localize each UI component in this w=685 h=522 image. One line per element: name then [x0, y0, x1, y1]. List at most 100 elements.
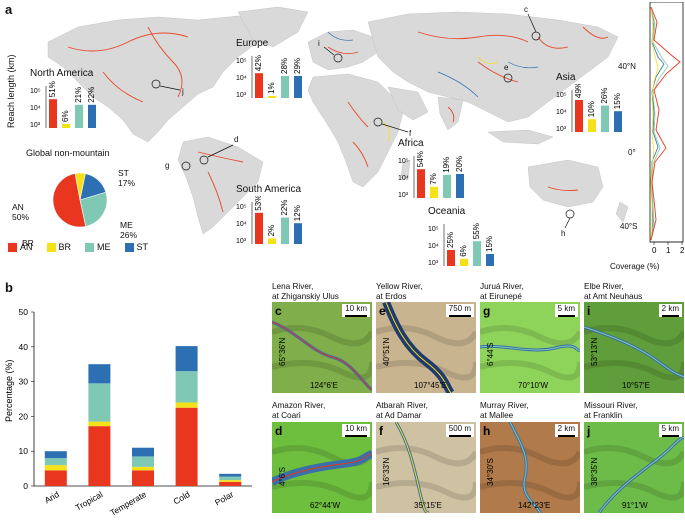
africa-shape: [307, 73, 404, 188]
legend-swatch: [46, 242, 56, 252]
lat-line-BR: [650, 6, 659, 241]
x-tick-label: Tropical: [73, 489, 104, 513]
thumb-letter: f: [379, 424, 383, 438]
x-tick-label: Arid: [43, 489, 61, 505]
region-bar-AN: [255, 212, 263, 244]
scale-bar-label: 2 km: [661, 304, 679, 313]
marker-i: [333, 53, 343, 63]
region-bar-label: 51%: [48, 81, 57, 97]
region-bar-BR: [588, 119, 596, 132]
site-markers: [151, 13, 575, 229]
bar-seg-AN: [88, 426, 111, 486]
region-bar-label: 28%: [280, 58, 289, 74]
region-bar-label: 15%: [613, 93, 622, 109]
pie-title: Global non-mountain: [26, 148, 110, 158]
scale-bar-line: [448, 315, 471, 317]
thumb-image-i: i 2 km 53°13'N 10°57'E: [584, 302, 684, 393]
australia-shape: [527, 159, 604, 208]
region-bar-label: 20%: [455, 156, 464, 172]
reach-tick: 10⁵: [236, 58, 247, 65]
region-inset: Africa 10⁵ 10⁴ 10³ 54% 7% 19% 20%: [398, 138, 478, 200]
region-bar-ST: [88, 104, 96, 128]
reach-tick: 10⁴: [236, 75, 247, 82]
bar-stacks: [44, 346, 242, 486]
region-bar-label: 2%: [267, 225, 276, 237]
thumb-letter: c: [275, 304, 282, 318]
thumb-letter: i: [587, 304, 591, 318]
latitude-profile: 0 1 2: [649, 2, 685, 255]
legend-swatch: [85, 242, 95, 252]
thumb-river: [376, 422, 476, 513]
marker-label-e: e: [504, 63, 509, 72]
region-bar-label: 22%: [87, 87, 96, 103]
region-title: Europe: [236, 38, 269, 49]
region-inset: Oceania 10⁵ 10⁴ 10³ 25% 6% 55% 15%: [428, 206, 508, 268]
legend-swatch: [124, 242, 134, 252]
pie-label-ST: 17%: [118, 178, 135, 188]
marker-j: [151, 79, 161, 89]
reach-tick: 10⁵: [556, 92, 567, 99]
lat-xtick-2: 2: [680, 246, 685, 255]
newzealand-shape: [615, 201, 629, 223]
bar-seg-ME: [44, 458, 67, 466]
thumb-lat: 6°44'S: [486, 342, 495, 366]
region-bar-label: 25%: [446, 232, 455, 248]
thumb-lat: 38°35'N: [590, 457, 599, 486]
region-bars: 10⁵ 10⁴ 10³ 42% 1% 28% 29%: [236, 55, 302, 99]
region-title: Africa: [398, 138, 424, 149]
pie-label-ME: 26%: [120, 230, 137, 240]
lat-xtick-1: 1: [666, 246, 671, 255]
region-bar-ST: [486, 254, 494, 266]
bar-seg-ST: [175, 346, 198, 372]
north-america-shape: [47, 15, 269, 143]
river-network: [67, 26, 609, 213]
thumb-lon: 10°57'E: [622, 381, 650, 390]
thumb-lat: 34°30'S: [486, 458, 495, 486]
pie-label-BR: 6%: [22, 248, 35, 250]
reach-tick: 10³: [556, 126, 567, 133]
region-bar-BR: [430, 186, 438, 198]
region-title: South America: [236, 184, 302, 195]
scale-bar: 5 km: [658, 424, 682, 437]
lat-line-ME: [650, 6, 669, 241]
region-bar-label: 6%: [61, 110, 70, 122]
thumb-image-f: f 500 m 16°33'N 35°15'E: [376, 422, 476, 513]
reach-tick: 10³: [428, 260, 439, 267]
thumb-letter: g: [483, 304, 491, 318]
lat-line-AN: [650, 6, 681, 241]
thumb-lon: 142°23'E: [518, 501, 551, 510]
scale-bar-label: 2 km: [557, 424, 575, 433]
region-bar-AN: [447, 250, 455, 266]
lat-ytick-40N: 40°N: [618, 62, 636, 71]
river-network-blue: [327, 31, 539, 98]
marker-label-j: j: [181, 87, 184, 96]
bar-seg-ST: [44, 451, 67, 459]
region-bar-label: 15%: [485, 236, 494, 252]
region-bar-BR: [62, 124, 70, 128]
thumb-river: [272, 320, 372, 392]
thumb-lon: 62°44'W: [310, 501, 341, 510]
thumb-image-j: j 5 km 38°35'N 91°1'W: [584, 422, 684, 513]
region-bar-ME: [75, 104, 83, 128]
y-tick-label: 50: [19, 307, 29, 317]
region-bar-AN: [417, 169, 425, 198]
reach-tick: 10³: [30, 122, 41, 129]
region-inset: South America 10⁵ 10⁴ 10³ 53% 2% 22% 12%: [236, 184, 316, 246]
thumb-title-e: Yellow River, at Erdos: [376, 282, 423, 301]
region-bar-label: 29%: [293, 58, 302, 74]
thumb-lat: 65°36'N: [278, 337, 287, 366]
thumb-title-f: Atbarah River, at Ad Damar: [376, 401, 428, 420]
reach-axis-label: Reach length (km): [6, 54, 16, 128]
thumb-image-c: c 10 km 65°36'N 124°6'E: [272, 302, 372, 393]
bar-seg-AN: [132, 470, 154, 486]
thumb-title-d: Amazon River, at Coari: [272, 401, 326, 420]
pie-label-AN: 50%: [12, 212, 29, 222]
region-inset: Asia 10⁵ 10⁴ 10³ 49% 10% 26% 15%: [556, 72, 636, 134]
region-bar-ST: [294, 223, 302, 244]
region-inset: Europe 10⁵ 10⁴ 10³ 42% 1% 28% 29%: [236, 38, 316, 100]
marker-label-h: h: [561, 229, 565, 238]
region-bar-AN: [49, 99, 57, 128]
region-bar-ME: [601, 105, 609, 132]
pie-label-ST: ST: [118, 168, 129, 178]
